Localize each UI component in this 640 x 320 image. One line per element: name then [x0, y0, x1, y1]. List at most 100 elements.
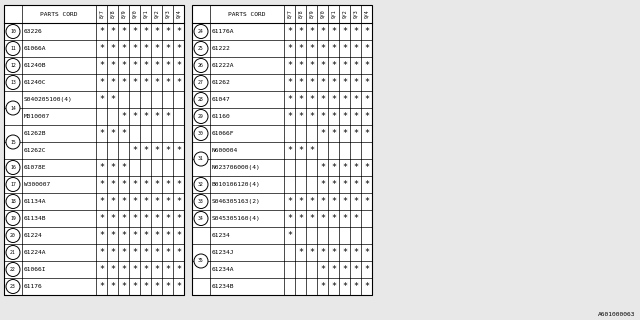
Text: *: * [110, 44, 115, 53]
Text: *: * [320, 44, 325, 53]
Text: *: * [342, 44, 347, 53]
Text: 32: 32 [198, 182, 204, 187]
Text: *: * [342, 95, 347, 104]
Text: *: * [309, 146, 314, 155]
Text: *: * [364, 163, 369, 172]
Text: *: * [99, 61, 104, 70]
Text: *: * [165, 180, 170, 189]
Text: *: * [353, 61, 358, 70]
Text: *: * [99, 282, 104, 291]
Text: *: * [320, 27, 325, 36]
Text: *: * [121, 214, 126, 223]
Text: 61240C: 61240C [24, 80, 47, 85]
Text: 8/7: 8/7 [99, 10, 104, 18]
Text: *: * [154, 78, 159, 87]
Text: *: * [353, 44, 358, 53]
Text: *: * [121, 27, 126, 36]
Text: *: * [287, 197, 292, 206]
Text: *: * [353, 163, 358, 172]
Text: 61234A: 61234A [212, 267, 234, 272]
Circle shape [194, 25, 208, 38]
Text: *: * [132, 78, 137, 87]
Text: *: * [165, 78, 170, 87]
Text: PARTS CORD: PARTS CORD [40, 12, 77, 17]
Text: 61047: 61047 [212, 97, 231, 102]
Text: 61176A: 61176A [212, 29, 234, 34]
Text: *: * [132, 197, 137, 206]
Text: *: * [342, 214, 347, 223]
Text: *: * [176, 180, 181, 189]
Text: S040205100(4): S040205100(4) [24, 97, 73, 102]
Text: *: * [143, 146, 148, 155]
Text: *: * [342, 112, 347, 121]
Text: *: * [121, 265, 126, 274]
Text: *: * [121, 248, 126, 257]
Text: *: * [364, 282, 369, 291]
Text: *: * [309, 44, 314, 53]
Text: *: * [110, 214, 115, 223]
Text: 61066F: 61066F [212, 131, 234, 136]
Text: *: * [165, 248, 170, 257]
Circle shape [6, 245, 20, 260]
Text: *: * [331, 282, 336, 291]
Text: B010106120(4): B010106120(4) [212, 182, 260, 187]
Text: *: * [364, 78, 369, 87]
Text: *: * [132, 180, 137, 189]
Text: 22: 22 [10, 267, 16, 272]
Text: 61262C: 61262C [24, 148, 47, 153]
Text: 28: 28 [198, 97, 204, 102]
Text: 8/8: 8/8 [110, 10, 115, 18]
Circle shape [6, 161, 20, 174]
Circle shape [6, 25, 20, 38]
Text: *: * [99, 163, 104, 172]
Text: *: * [154, 44, 159, 53]
Text: *: * [353, 197, 358, 206]
Text: *: * [154, 282, 159, 291]
Text: 9/1: 9/1 [143, 10, 148, 18]
Text: *: * [287, 146, 292, 155]
Circle shape [194, 42, 208, 55]
Text: *: * [154, 146, 159, 155]
Text: *: * [320, 197, 325, 206]
Text: *: * [298, 78, 303, 87]
Text: *: * [298, 95, 303, 104]
Text: 13: 13 [10, 80, 16, 85]
Text: 8/7: 8/7 [287, 10, 292, 18]
Text: *: * [320, 112, 325, 121]
Text: *: * [121, 282, 126, 291]
Text: *: * [287, 231, 292, 240]
Text: *: * [331, 27, 336, 36]
Text: *: * [132, 248, 137, 257]
Text: 61134B: 61134B [24, 216, 47, 221]
Text: *: * [342, 78, 347, 87]
Text: *: * [121, 78, 126, 87]
Text: 61234B: 61234B [212, 284, 234, 289]
Text: *: * [154, 197, 159, 206]
Text: 9/2: 9/2 [342, 10, 347, 18]
Text: *: * [132, 61, 137, 70]
Text: 34: 34 [198, 216, 204, 221]
Text: *: * [176, 282, 181, 291]
Text: *: * [320, 248, 325, 257]
Text: 20: 20 [10, 233, 16, 238]
Circle shape [194, 178, 208, 191]
Text: *: * [287, 112, 292, 121]
Text: *: * [331, 265, 336, 274]
Text: *: * [110, 27, 115, 36]
Text: *: * [143, 214, 148, 223]
Text: *: * [353, 248, 358, 257]
Text: *: * [298, 214, 303, 223]
Text: *: * [353, 129, 358, 138]
Text: *: * [364, 61, 369, 70]
Text: *: * [165, 61, 170, 70]
Text: 61224: 61224 [24, 233, 43, 238]
Circle shape [194, 109, 208, 124]
Text: *: * [165, 197, 170, 206]
Text: *: * [154, 61, 159, 70]
Text: 12: 12 [10, 63, 16, 68]
Text: *: * [121, 112, 126, 121]
Text: 61222A: 61222A [212, 63, 234, 68]
Text: *: * [99, 78, 104, 87]
Text: *: * [309, 214, 314, 223]
Text: *: * [353, 95, 358, 104]
